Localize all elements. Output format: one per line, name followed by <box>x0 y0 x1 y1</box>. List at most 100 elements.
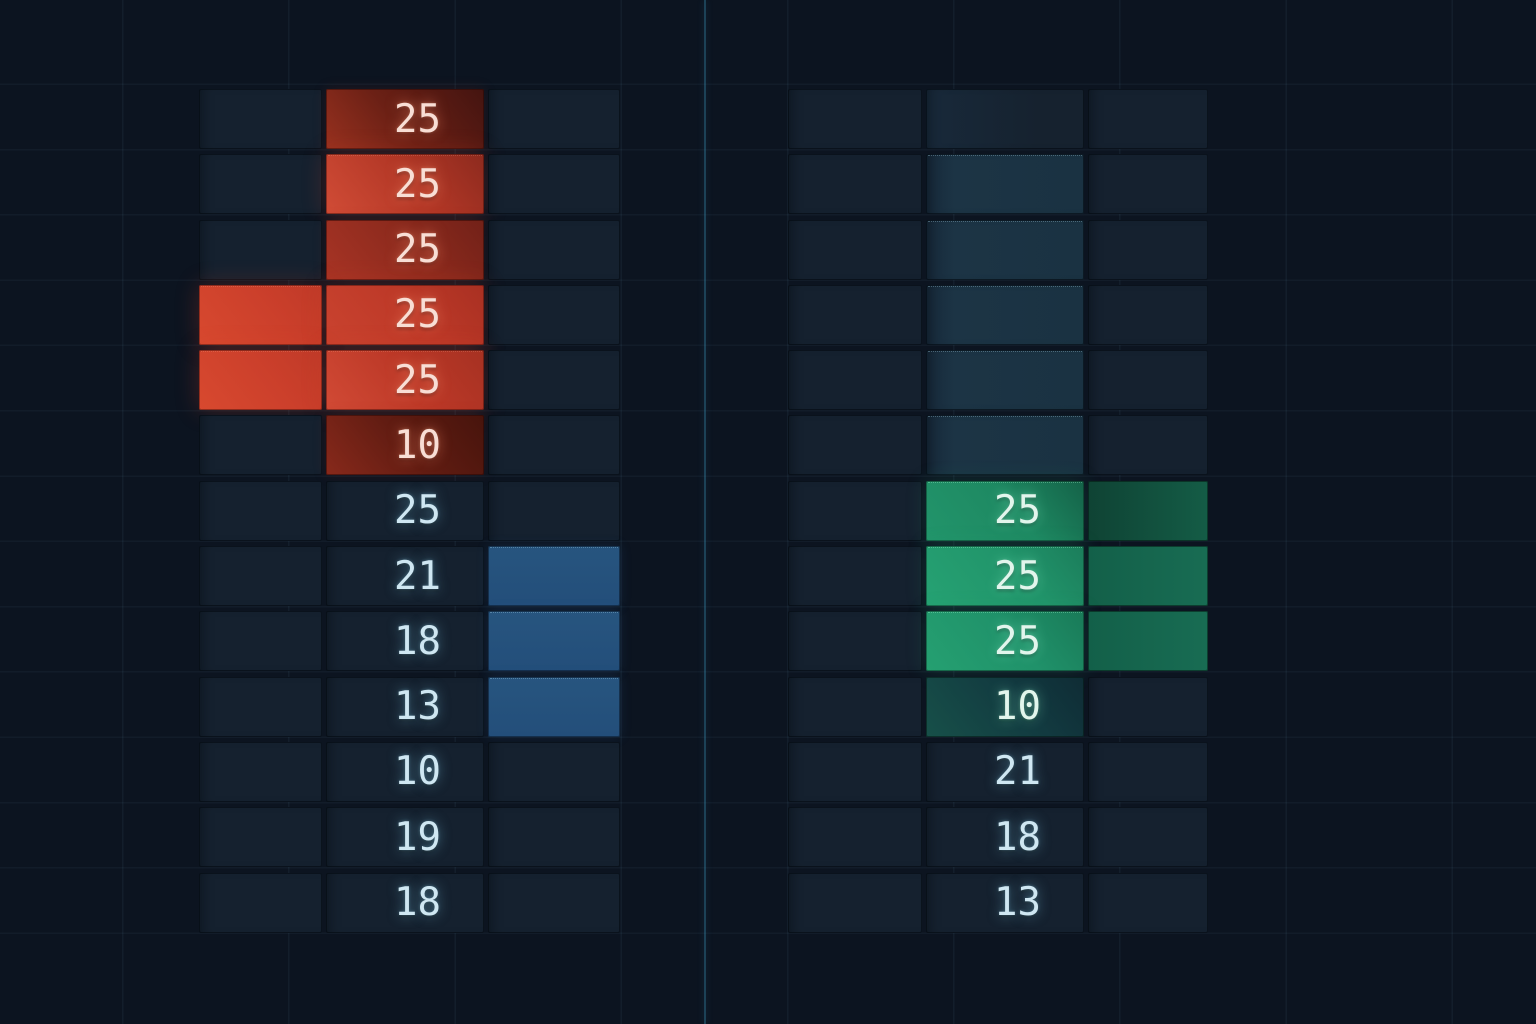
cell-value: 19 <box>394 814 441 860</box>
right-board-cell-r12-c1 <box>788 807 922 868</box>
cell-value: 25 <box>394 292 441 338</box>
right-board-cell-r1-c3 <box>1088 89 1208 149</box>
right-board-cell-r8-c1 <box>788 546 922 607</box>
right-board: 25 25 25 10 21 18 13 <box>788 89 1208 933</box>
left-board-cell-r5-c3 <box>488 350 620 411</box>
right-board-cell-r12-c2: 18 <box>926 807 1084 868</box>
cell-value: 25 <box>394 488 441 534</box>
right-board-cell-r2-c3 <box>1088 154 1208 215</box>
left-board-cell-r10-c3 <box>488 676 620 737</box>
right-board-cell-r12-c3 <box>1088 807 1208 868</box>
left-board-cell-r13-c1 <box>199 872 322 933</box>
left-board-cell-r10-c2: 13 <box>326 676 484 737</box>
left-board-cell-r12-c1 <box>199 807 322 868</box>
right-board-cell-r1-c1 <box>788 89 922 149</box>
cell-value: 25 <box>394 227 441 273</box>
cell-value: 25 <box>994 618 1041 664</box>
left-board-cell-r13-c2: 18 <box>326 872 484 933</box>
right-board-cell-r10-c1 <box>788 676 922 737</box>
cell-value: 10 <box>994 684 1041 730</box>
right-board-cell-r5-c1 <box>788 350 922 411</box>
right-board-cell-r11-c3 <box>1088 741 1208 802</box>
left-board-cell-r5-c2: 25 <box>326 350 484 411</box>
left-board-cell-r4-c1 <box>199 284 322 345</box>
right-board-cell-r1-c2 <box>926 89 1084 149</box>
left-board-cell-r11-c2: 10 <box>326 741 484 802</box>
left-board-cell-r4-c3 <box>488 284 620 345</box>
cell-value: 25 <box>994 488 1041 534</box>
right-board-cell-r6-c1 <box>788 415 922 476</box>
left-board-cell-r12-c3 <box>488 807 620 868</box>
cell-value: 10 <box>394 749 441 795</box>
left-board-cell-r1-c1 <box>199 89 322 149</box>
right-board-cell-r3-c2 <box>926 219 1084 280</box>
left-board-cell-r6-c3 <box>488 415 620 476</box>
cell-value: 21 <box>994 749 1041 795</box>
left-board-cell-r2-c3 <box>488 154 620 215</box>
left-board-cell-r1-c3 <box>488 89 620 149</box>
left-board-cell-r7-c3 <box>488 480 620 541</box>
right-board-cell-r7-c1 <box>788 480 922 541</box>
left-board-cell-r13-c3 <box>488 872 620 933</box>
right-board-cell-r11-c2: 21 <box>926 741 1084 802</box>
left-board: 25 25 25 25 25 10 25 21 18 13 10 19 18 <box>199 89 620 933</box>
cell-value: 10 <box>394 422 441 468</box>
right-board-cell-r4-c1 <box>788 284 922 345</box>
left-board-cell-r11-c3 <box>488 741 620 802</box>
left-board-cell-r1-c2: 25 <box>326 89 484 149</box>
right-board-cell-r8-c3 <box>1088 546 1208 607</box>
cell-value: 25 <box>394 96 441 142</box>
right-board-cell-r13-c1 <box>788 872 922 933</box>
left-board-cell-r3-c1 <box>199 219 322 280</box>
cell-value: 21 <box>394 553 441 599</box>
right-board-cell-r2-c2 <box>926 154 1084 215</box>
cell-value: 25 <box>394 357 441 403</box>
cell-value: 25 <box>394 161 441 207</box>
left-board-cell-r2-c1 <box>199 154 322 215</box>
right-board-cell-r11-c1 <box>788 741 922 802</box>
center-divider-line <box>704 0 706 1024</box>
cell-value: 13 <box>394 684 441 730</box>
right-board-cell-r10-c3 <box>1088 676 1208 737</box>
left-board-cell-r9-c1 <box>199 611 322 672</box>
right-board-cell-r8-c2: 25 <box>926 546 1084 607</box>
right-board-cell-r4-c3 <box>1088 284 1208 345</box>
left-board-cell-r8-c2: 21 <box>326 546 484 607</box>
right-board-cell-r5-c3 <box>1088 350 1208 411</box>
right-board-cell-r9-c3 <box>1088 611 1208 672</box>
right-board-cell-r9-c2: 25 <box>926 611 1084 672</box>
cell-value: 18 <box>394 618 441 664</box>
right-board-cell-r13-c2: 13 <box>926 872 1084 933</box>
left-board-cell-r2-c2: 25 <box>326 154 484 215</box>
left-board-cell-r7-c1 <box>199 480 322 541</box>
right-board-cell-r7-c2: 25 <box>926 480 1084 541</box>
left-board-cell-r9-c3 <box>488 611 620 672</box>
cell-value: 18 <box>394 880 441 926</box>
left-board-cell-r6-c2: 10 <box>326 415 484 476</box>
right-board-cell-r13-c3 <box>1088 872 1208 933</box>
right-board-cell-r3-c1 <box>788 219 922 280</box>
cell-value: 25 <box>994 553 1041 599</box>
left-board-cell-r3-c2: 25 <box>326 219 484 280</box>
right-board-cell-r2-c1 <box>788 154 922 215</box>
left-board-cell-r10-c1 <box>199 676 322 737</box>
left-board-cell-r5-c1 <box>199 350 322 411</box>
right-board-cell-r4-c2 <box>926 284 1084 345</box>
left-board-cell-r9-c2: 18 <box>326 611 484 672</box>
cell-value: 13 <box>994 880 1041 926</box>
right-board-cell-r6-c2 <box>926 415 1084 476</box>
right-board-cell-r7-c3 <box>1088 480 1208 541</box>
left-board-cell-r8-c3 <box>488 546 620 607</box>
left-board-cell-r12-c2: 19 <box>326 807 484 868</box>
left-board-cell-r8-c1 <box>199 546 322 607</box>
left-board-cell-r3-c3 <box>488 219 620 280</box>
left-board-cell-r6-c1 <box>199 415 322 476</box>
right-board-cell-r9-c1 <box>788 611 922 672</box>
left-board-cell-r11-c1 <box>199 741 322 802</box>
cell-value: 18 <box>994 814 1041 860</box>
right-board-cell-r5-c2 <box>926 350 1084 411</box>
right-board-cell-r10-c2: 10 <box>926 676 1084 737</box>
left-board-cell-r7-c2: 25 <box>326 480 484 541</box>
left-board-cell-r4-c2: 25 <box>326 284 484 345</box>
